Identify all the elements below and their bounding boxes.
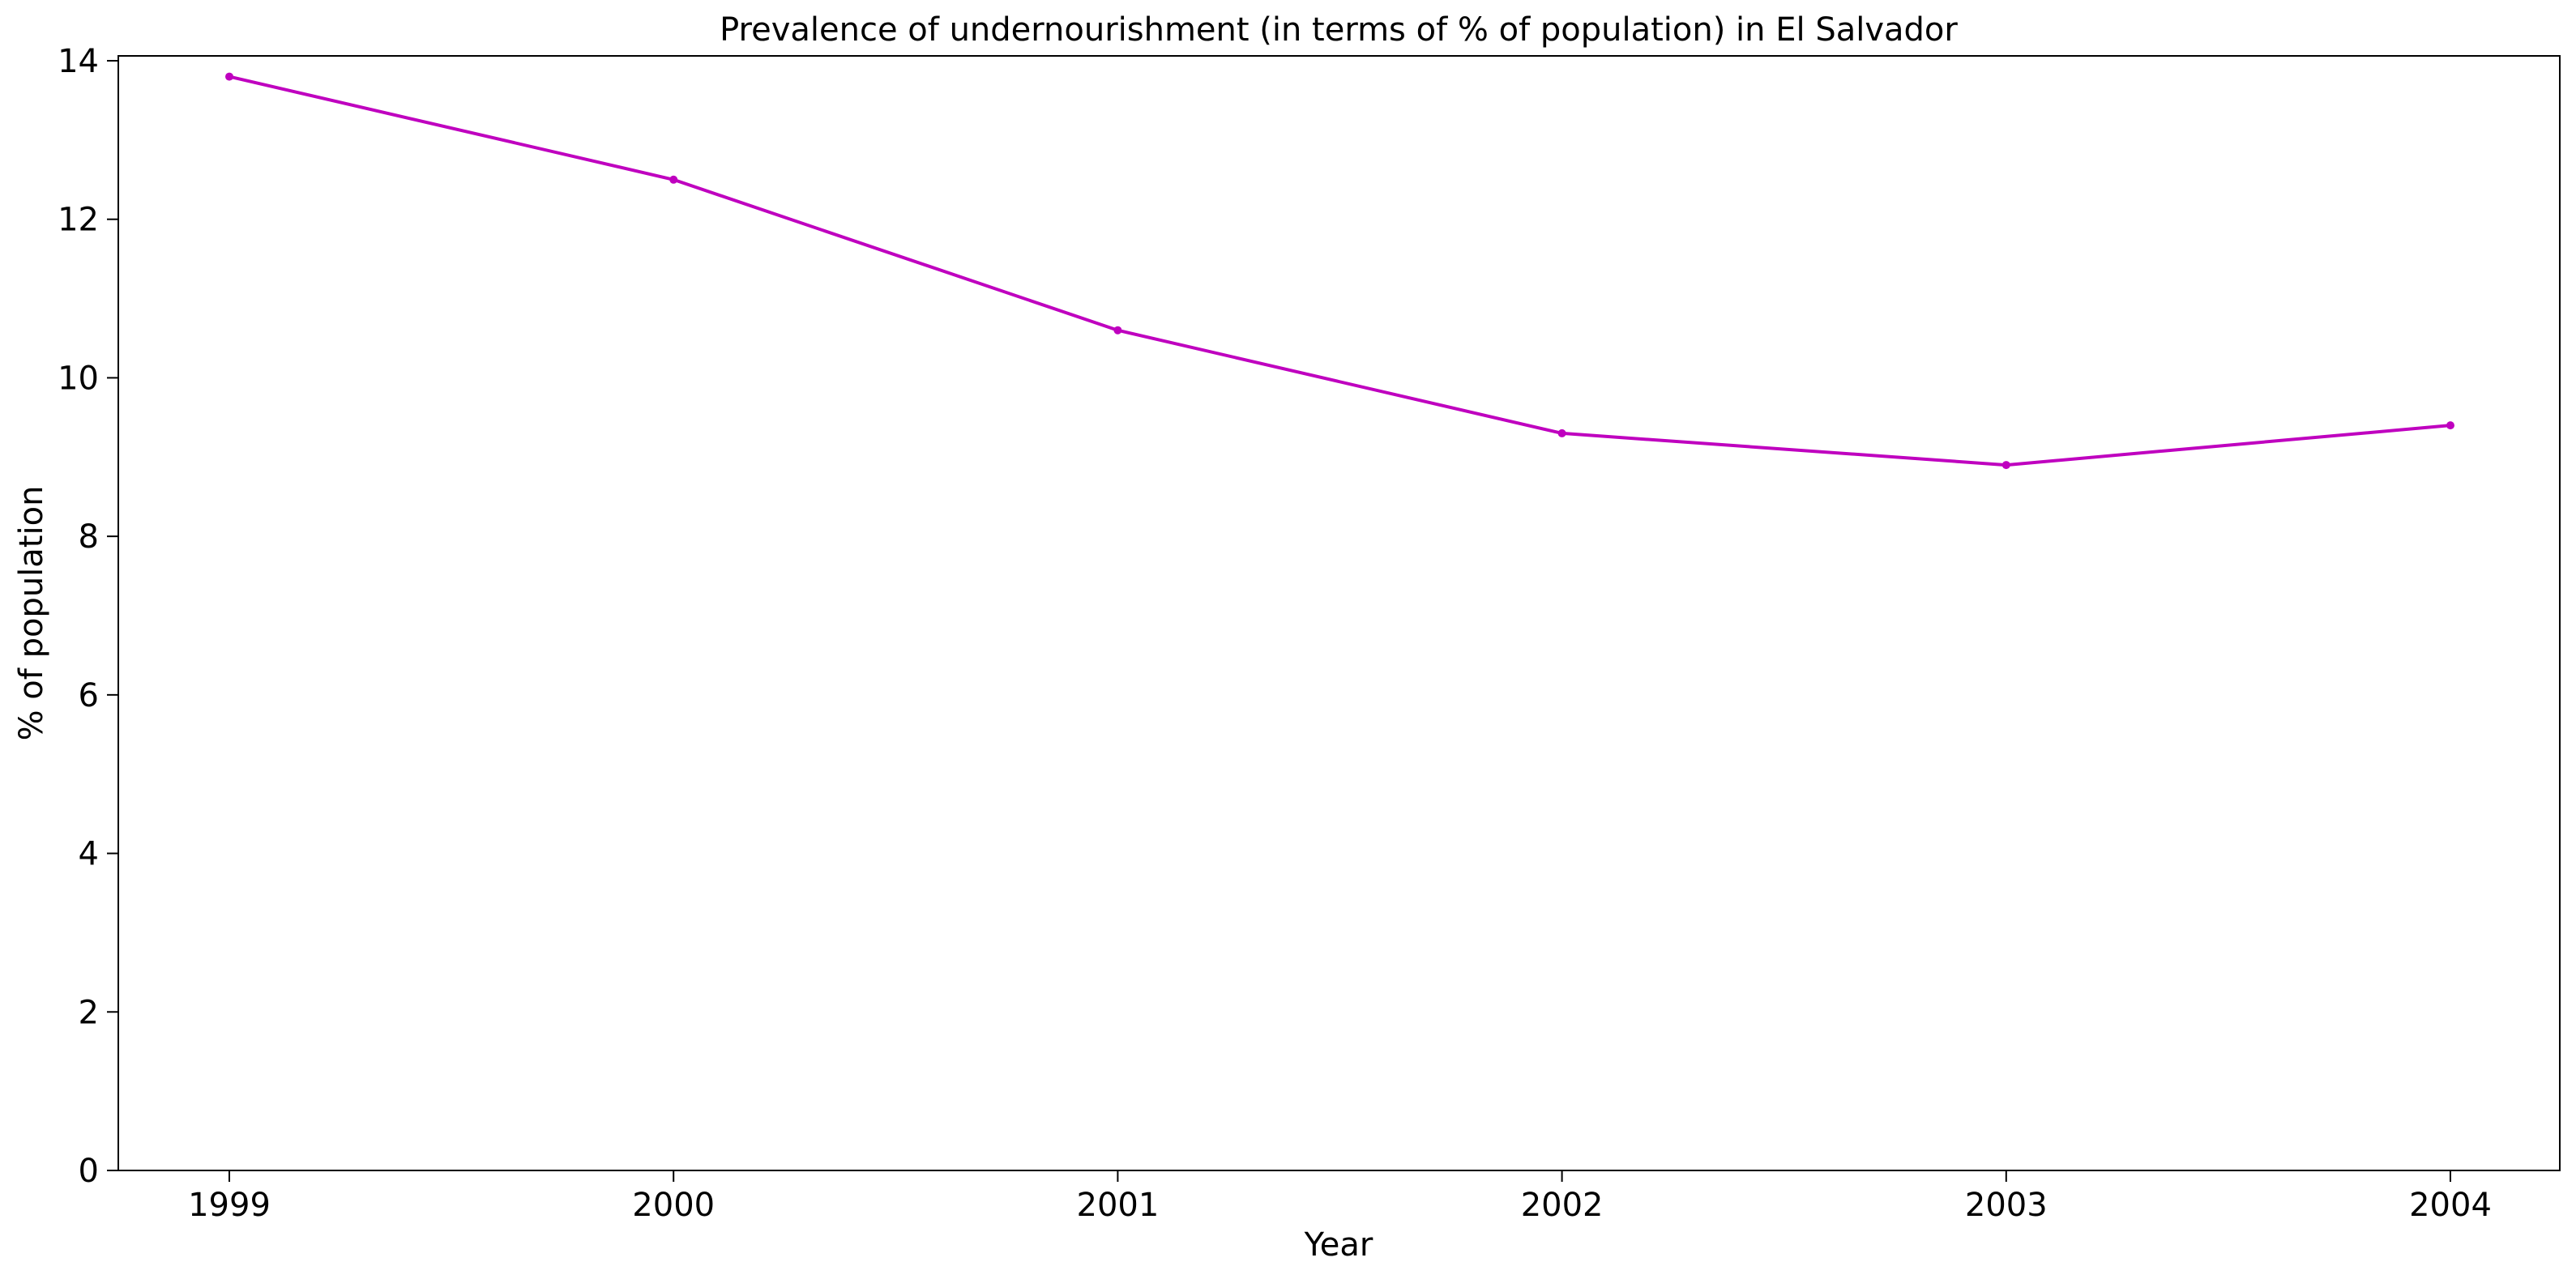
x-tick-label: 1999 — [188, 1187, 271, 1224]
plot-area-frame — [117, 55, 2561, 1171]
data-point — [1557, 428, 1566, 437]
y-axis-ticks: 0 2 4 6 8 10 12 14 — [58, 43, 118, 1190]
data-point — [2001, 461, 2010, 470]
data-point — [1113, 326, 1122, 335]
data-point — [669, 175, 678, 184]
x-axis-ticks: 1999 2000 2001 2002 2003 2004 — [188, 1170, 2492, 1224]
x-tick-label: 2001 — [1077, 1187, 1160, 1224]
y-tick-label: 12 — [58, 202, 99, 239]
y-axis-label: % of population — [13, 486, 50, 741]
y-tick-label: 6 — [79, 677, 99, 714]
series-line — [229, 75, 2451, 467]
y-tick-label: 0 — [79, 1153, 99, 1190]
series-layer — [225, 72, 2454, 470]
y-tick-label: 2 — [79, 994, 99, 1031]
y-tick-label: 4 — [79, 836, 99, 873]
x-tick-label: 2000 — [632, 1187, 715, 1224]
x-tick-label: 2004 — [2409, 1187, 2492, 1224]
data-point — [225, 72, 233, 81]
x-tick-label: 2003 — [1965, 1187, 2048, 1224]
y-tick-label: 14 — [58, 43, 99, 80]
x-tick-label: 2002 — [1521, 1187, 1604, 1224]
y-tick-label: 10 — [58, 360, 99, 397]
x-axis-label: Year — [1304, 1226, 1373, 1264]
chart-title: Prevalence of undernourishment (in terms… — [720, 11, 1958, 49]
data-point — [2446, 421, 2454, 430]
y-tick-label: 8 — [79, 518, 99, 556]
